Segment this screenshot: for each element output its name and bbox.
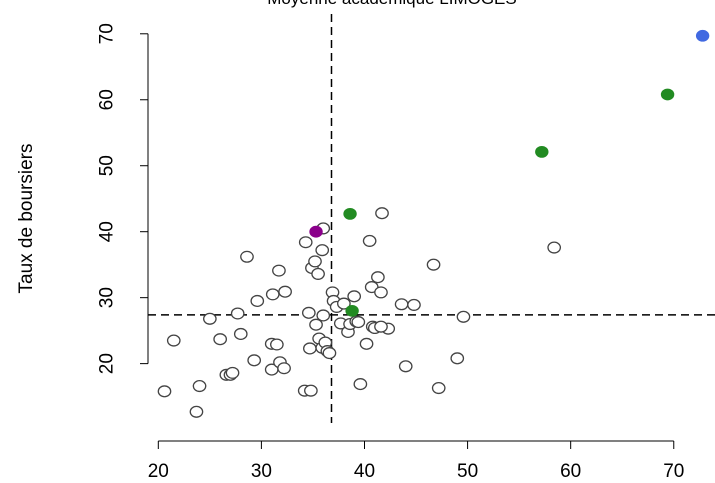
data-point [394,298,409,311]
axes: 20 30 40 50 60 70 20 30 40 50 60 70 [97,23,685,482]
data-point [431,381,446,395]
x-tick-label: 30 [251,461,272,482]
data-point [240,250,254,263]
data-point [203,312,217,325]
highlighted-point [660,88,675,101]
data-point [301,306,316,319]
data-point [272,264,286,277]
data-point [309,318,323,331]
data-point [225,366,240,379]
y-tick-label: 40 [97,221,118,242]
data-point [265,288,280,301]
data-point [277,362,291,375]
highlighted-point [343,207,357,220]
data-point [250,294,265,308]
y-tick-label: 20 [97,353,118,374]
data-point [311,267,325,280]
data-point [166,334,181,347]
y-axis-title: Taux de boursiers [16,144,37,294]
data-point [233,327,248,340]
data-point [353,378,368,391]
data-point [450,352,465,365]
data-point [192,380,207,393]
data-point [303,342,317,355]
data-point [298,236,313,249]
data-point [374,286,388,299]
x-tick-label: 40 [354,461,375,482]
data-point [407,298,421,311]
highlighted-point [535,145,549,158]
highlighted-point [309,225,323,238]
data-point [547,241,562,254]
data-point [337,297,351,310]
y-tick-label: 50 [97,155,118,176]
data-point [322,347,337,360]
x-tick-label: 60 [560,461,581,482]
data-point [157,385,172,398]
data-point [351,316,366,329]
data-point [374,320,388,333]
data-point [359,337,374,350]
chart-title: Moyenne académique LIMOGES [267,0,516,8]
data-point [426,258,441,271]
y-tick-label: 30 [97,287,118,308]
x-tick-label: 70 [663,461,684,482]
data-point [213,333,228,346]
highlighted-point [345,304,359,317]
x-tick-label: 50 [457,461,478,482]
data-point [270,338,284,351]
data-point [315,244,330,257]
x-tick-label: 20 [148,461,169,482]
data-points [157,29,710,418]
data-point [189,405,204,418]
data-point [308,255,322,268]
data-point [362,234,377,247]
highlighted-point [695,29,710,42]
reference-lines [148,14,715,423]
data-point [230,307,245,320]
data-point [278,285,292,298]
y-tick-label: 60 [97,89,118,110]
data-point [347,290,362,303]
data-point [316,309,331,322]
data-point [247,354,262,367]
data-point [456,310,471,323]
data-point [398,360,413,373]
data-point [371,271,385,284]
y-tick-label: 70 [97,23,118,44]
data-point [375,207,389,220]
data-point [304,384,318,397]
